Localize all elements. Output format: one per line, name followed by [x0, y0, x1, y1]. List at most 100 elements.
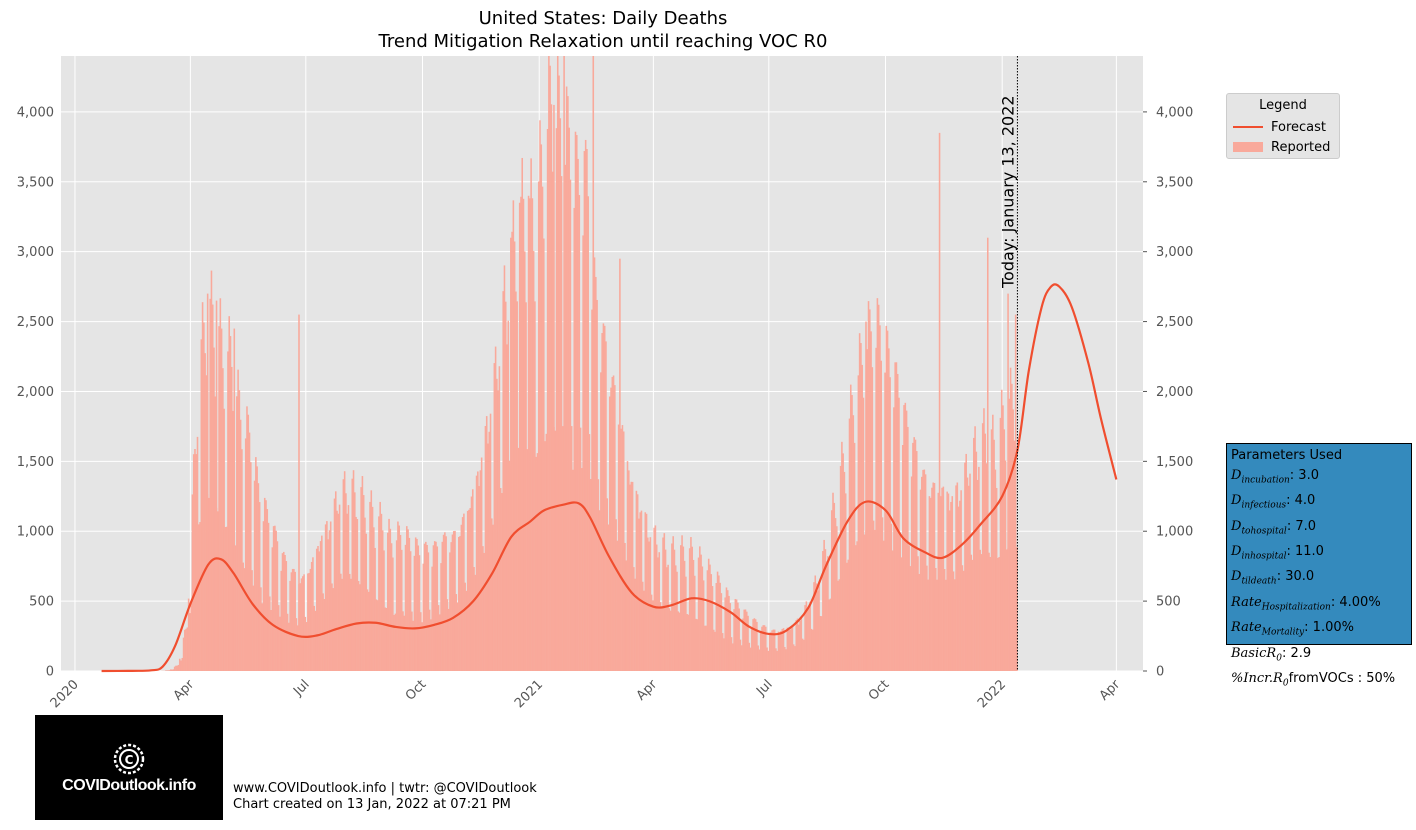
reported-bar — [714, 631, 716, 671]
reported-bar — [617, 424, 620, 671]
reported-bar — [369, 501, 371, 671]
reported-bar — [686, 614, 688, 671]
reported-bar — [706, 570, 709, 671]
reported-bar — [851, 395, 853, 671]
reported-bar — [889, 377, 891, 671]
reported-bar — [767, 650, 770, 671]
reported-bar — [607, 524, 610, 671]
reported-bar — [211, 304, 214, 671]
reported-bar — [523, 251, 526, 671]
reported-bar — [789, 629, 791, 671]
reported-bar — [304, 616, 307, 671]
y-axis-left: 0 500 1,000 1,500 2,000 2,500 3,000 3,500 4,000 — [17, 105, 54, 679]
virus-copyright-icon: C — [113, 743, 145, 775]
reported-bar — [251, 570, 253, 671]
reported-bar — [383, 550, 385, 671]
reported-bar — [411, 611, 413, 671]
reported-bar — [659, 602, 662, 671]
reported-bar — [683, 560, 686, 671]
reported-bar — [379, 501, 381, 671]
reported-bar — [250, 462, 252, 671]
reported-spike — [1014, 314, 1017, 671]
parameter-row: RateHospitalization: 4.00% — [1231, 594, 1381, 613]
reported-bar — [432, 545, 435, 671]
reported-bar — [356, 519, 359, 671]
reported-bar — [581, 468, 583, 671]
reported-bar — [555, 128, 558, 671]
reported-bar — [261, 603, 263, 671]
reported-bar — [989, 556, 992, 671]
reported-bar — [668, 608, 671, 671]
reported-bar — [307, 573, 309, 671]
reported-bar — [543, 238, 545, 672]
reported-bar — [574, 131, 577, 672]
reported-bar — [441, 541, 444, 671]
reported-bar — [172, 669, 175, 671]
covidoutlook-logo: C COVIDoutlook.info — [35, 715, 223, 820]
reported-bar — [532, 251, 535, 672]
y-tick-label-right: 4,000 — [1156, 105, 1193, 120]
reported-bar — [376, 600, 379, 671]
reported-bar — [984, 433, 987, 671]
reported-bar — [444, 532, 446, 671]
reported-bar — [600, 372, 602, 671]
reported-bar — [936, 579, 938, 671]
reported-bar — [319, 541, 322, 671]
reported-bar — [549, 65, 551, 672]
reported-bar — [526, 449, 529, 671]
reported-bar — [189, 613, 191, 671]
reported-bar — [403, 615, 406, 671]
reported-spike — [233, 328, 236, 671]
reported-bar — [822, 551, 824, 671]
reported-bar — [564, 164, 567, 672]
reported-bar — [811, 629, 814, 671]
reported-bar — [838, 579, 841, 671]
reported-bar — [674, 565, 677, 671]
reported-bar — [196, 436, 199, 671]
reported-bar — [560, 176, 563, 672]
reported-bar — [423, 543, 426, 671]
reported-bar — [291, 568, 294, 671]
chart: Today: January 13, 2022 0 500 1,000 1,500 2,… — [17, 8, 1193, 710]
reported-bar — [282, 551, 285, 671]
reported-bar — [468, 509, 470, 671]
reported-bar — [780, 630, 782, 671]
reported-bar — [711, 586, 714, 671]
reported-bar — [247, 414, 250, 671]
x-tick-label: Oct — [866, 677, 893, 704]
reported-bar — [447, 608, 450, 671]
reported-bar — [399, 534, 402, 671]
reported-bar — [945, 579, 947, 671]
reported-bar — [367, 591, 370, 671]
reported-bar — [416, 538, 418, 671]
reported-bar — [875, 347, 877, 671]
reported-bar — [407, 529, 409, 671]
reported-bar — [593, 257, 596, 671]
reported-bar — [175, 665, 177, 671]
reported-bar — [269, 596, 271, 671]
reported-bar — [882, 540, 885, 671]
reported-bar — [365, 533, 367, 671]
reported-bar — [204, 353, 206, 671]
parameter-row: Dincubation: 3.0 — [1231, 467, 1319, 486]
reported-bar — [633, 567, 635, 671]
reported-bar — [426, 544, 428, 671]
reported-bar — [503, 265, 506, 671]
reported-bar — [824, 549, 827, 671]
reported-bar — [946, 491, 948, 671]
reported-bar — [844, 493, 847, 671]
reported-bar — [901, 445, 904, 671]
reported-bar — [998, 557, 1000, 671]
parameters-title: Parameters Used — [1231, 448, 1343, 463]
reported-bar — [673, 549, 676, 671]
reported-bar — [914, 439, 917, 671]
reported-bar — [884, 372, 886, 671]
reported-bar — [785, 649, 787, 671]
reported-bar — [653, 527, 655, 671]
reported-bar — [186, 627, 189, 671]
reported-bar — [742, 618, 744, 671]
reported-bar — [980, 554, 983, 671]
reported-bar — [1012, 409, 1014, 671]
reported-bar — [690, 537, 692, 671]
reported-bar — [333, 498, 336, 671]
